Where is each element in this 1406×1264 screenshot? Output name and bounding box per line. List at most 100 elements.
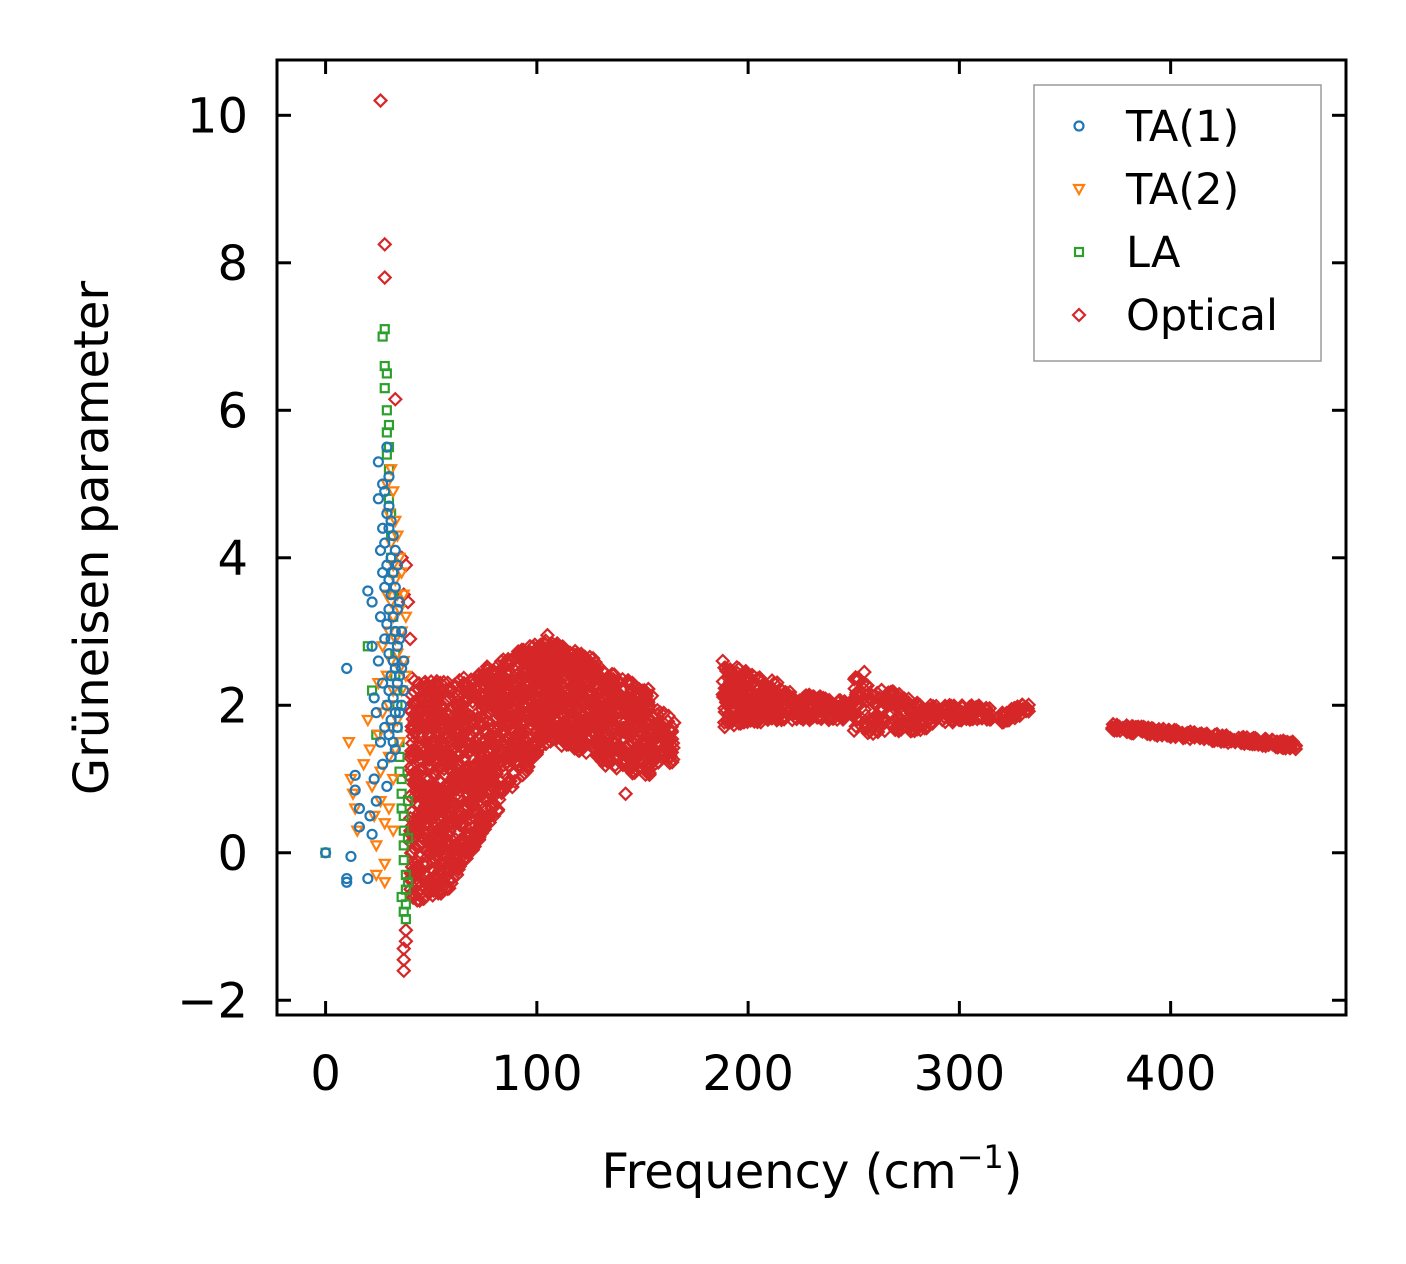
data-point [379, 633, 391, 645]
data-point [382, 803, 396, 816]
optical-point [416, 777, 432, 793]
data-point [349, 769, 361, 781]
optical-point [754, 699, 771, 715]
optical-point [627, 710, 643, 726]
data-point [618, 786, 634, 802]
optical-point [629, 740, 645, 756]
data-point [1015, 697, 1031, 713]
optical-point [650, 749, 666, 765]
optical-point [432, 798, 448, 814]
optical-point [490, 743, 506, 759]
optical-point [593, 740, 610, 756]
optical-point [531, 715, 547, 731]
optical-point [606, 716, 623, 732]
optical-point [433, 857, 449, 873]
optical-point [522, 742, 538, 758]
optical-point [599, 751, 615, 767]
data-point [390, 530, 405, 543]
optical-point [1182, 731, 1198, 747]
optical-point [954, 704, 970, 720]
data-point [396, 963, 412, 979]
data-point [396, 589, 411, 602]
optical-point [1148, 723, 1165, 739]
optical-point [1279, 737, 1295, 753]
optical-point [491, 754, 507, 770]
optical-point [637, 688, 653, 704]
data-point [391, 559, 404, 571]
optical-point [728, 676, 744, 692]
data-point [377, 818, 392, 831]
legend-marker-ta-1- [1073, 120, 1085, 132]
optical-point [475, 733, 491, 749]
data-point [391, 640, 404, 652]
data-point [384, 464, 398, 477]
optical-point [507, 765, 523, 781]
data-point [353, 802, 365, 815]
data-point [396, 788, 407, 799]
optical-point [516, 696, 533, 712]
optical-point [879, 695, 895, 711]
optical-point [1124, 719, 1140, 735]
optical-point [717, 700, 733, 716]
data-point [366, 640, 378, 652]
optical-point [650, 729, 666, 745]
optical-point [571, 698, 587, 715]
optical-point [554, 653, 570, 669]
data-point [379, 485, 391, 498]
optical-point [404, 722, 420, 739]
data-point [362, 585, 374, 597]
data-point [399, 611, 413, 625]
optical-point [963, 707, 980, 724]
data-point [341, 662, 353, 674]
optical-point [405, 695, 421, 711]
data-point [393, 670, 406, 682]
plot-frame [275, 58, 1348, 1017]
data-point [374, 736, 387, 748]
y-tick-label: 4 [217, 531, 248, 587]
optical-point [410, 854, 426, 870]
optical-point [544, 684, 560, 700]
optical-point [922, 710, 938, 726]
optical-point [488, 690, 505, 706]
data-point [398, 933, 414, 949]
x-tick-label: 300 [914, 1046, 1006, 1102]
optical-point [467, 740, 483, 756]
optical-point [494, 781, 510, 797]
optical-point [411, 681, 427, 698]
optical-point [934, 712, 951, 728]
data-point [356, 759, 371, 772]
optical-point [518, 655, 534, 671]
optical-point [512, 681, 528, 697]
optical-point [652, 716, 668, 732]
optical-point [546, 712, 563, 728]
data-point [396, 773, 407, 785]
optical-point [888, 713, 904, 729]
data-point [386, 825, 401, 838]
optical-point [422, 873, 438, 889]
optical-point [503, 733, 519, 750]
optical-point [775, 696, 791, 712]
optical-point [469, 710, 485, 727]
optical-point [458, 692, 474, 708]
optical-point [458, 759, 475, 775]
data-point [370, 795, 382, 807]
optical-point [733, 694, 749, 710]
optical-point [886, 684, 902, 700]
optical-point [477, 687, 493, 704]
optical-point [426, 844, 442, 860]
optical-point [429, 710, 445, 727]
data-point [390, 648, 405, 661]
optical-point [455, 730, 471, 746]
optical-point [1011, 701, 1027, 717]
data-point [402, 877, 414, 888]
optical-point [466, 711, 482, 727]
optical-point [403, 703, 419, 719]
data-point [377, 269, 393, 286]
optical-point [555, 661, 571, 677]
legend-label: TA(1) [1125, 102, 1239, 152]
x-tick-label: 100 [491, 1046, 583, 1102]
optical-point [1161, 727, 1177, 743]
optical-point [623, 750, 639, 767]
optical-point [1237, 733, 1253, 749]
optical-point [543, 675, 559, 691]
